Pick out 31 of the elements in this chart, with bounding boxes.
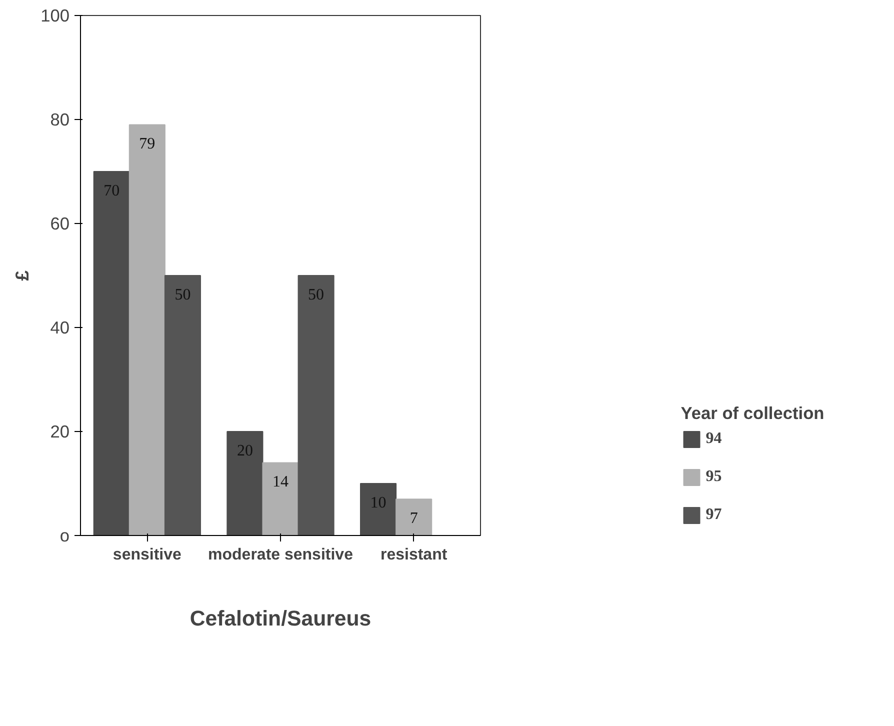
data-label: 50: [174, 286, 191, 304]
x-tick-label: sensitive: [112, 546, 182, 564]
y-axis-title: £: [12, 270, 33, 281]
data-label: 7: [410, 510, 418, 528]
legend-label: 94: [706, 430, 723, 448]
x-tick-label: moderate sensitive: [208, 546, 354, 564]
bar: [262, 462, 299, 536]
legend-label: 95: [706, 468, 723, 486]
y-tick-label: 80: [50, 110, 70, 130]
y-tick-label: 20: [50, 422, 70, 442]
bar: [396, 498, 432, 536]
y-tick-label: o: [60, 526, 70, 546]
data-label: 50: [308, 286, 324, 304]
bar: [164, 275, 201, 536]
bar: [298, 275, 334, 536]
y-tick-label: 60: [50, 214, 70, 234]
bar: [93, 171, 130, 536]
legend-label: 97: [706, 506, 723, 524]
bar: [226, 431, 264, 536]
y-tick-label: 40: [50, 318, 70, 338]
y-tick-label: 100: [40, 6, 70, 26]
data-label: 79: [139, 136, 156, 153]
data-label: 70: [104, 182, 120, 200]
data-label: 10: [370, 494, 386, 512]
data-label: 20: [236, 442, 253, 460]
legend-title: Year of collection: [680, 403, 824, 424]
bar: [360, 483, 397, 536]
x-tick-label: resistant: [380, 546, 448, 564]
data-label: 14: [272, 474, 288, 491]
bar: [128, 124, 166, 536]
x-axis-title: Cefalotin/Saureus: [190, 606, 372, 630]
